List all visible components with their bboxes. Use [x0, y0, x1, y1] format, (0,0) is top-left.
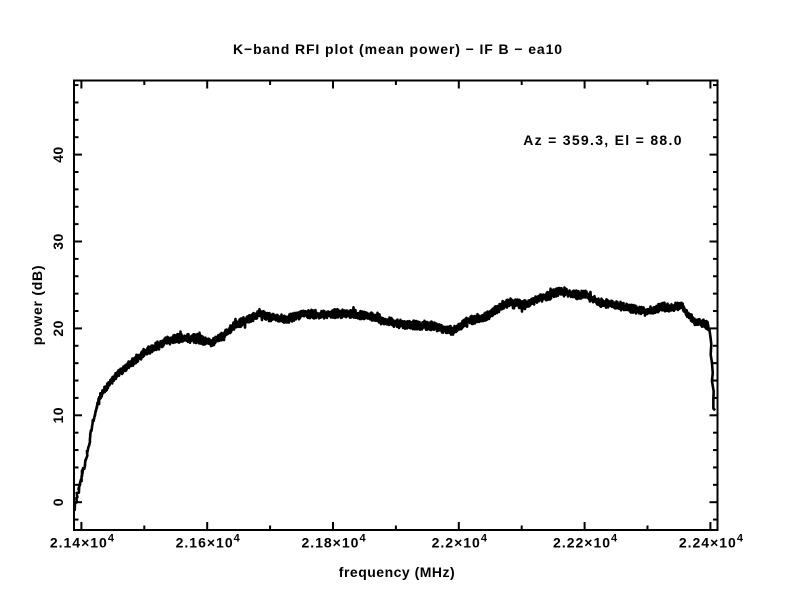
svg-text:40: 40	[50, 146, 66, 162]
svg-text:20: 20	[50, 320, 66, 336]
svg-text:2.18×104: 2.18×104	[301, 532, 366, 550]
svg-text:2.14×104: 2.14×104	[50, 532, 115, 550]
svg-text:0: 0	[50, 498, 66, 506]
svg-text:2.24×104: 2.24×104	[679, 532, 744, 550]
svg-text:power (dB): power (dB)	[29, 265, 45, 346]
svg-text:2.22×104: 2.22×104	[553, 532, 618, 550]
svg-text:10: 10	[50, 407, 66, 423]
svg-text:30: 30	[50, 233, 66, 249]
svg-text:2.2×104: 2.2×104	[432, 532, 488, 550]
svg-text:frequency (MHz): frequency (MHz)	[339, 564, 455, 580]
svg-text:K−band RFI plot (mean power) −: K−band RFI plot (mean power) − IF B − ea…	[233, 41, 563, 57]
svg-text:Az = 359.3, El = 88.0: Az = 359.3, El = 88.0	[523, 132, 683, 148]
svg-text:2.16×104: 2.16×104	[176, 532, 241, 550]
